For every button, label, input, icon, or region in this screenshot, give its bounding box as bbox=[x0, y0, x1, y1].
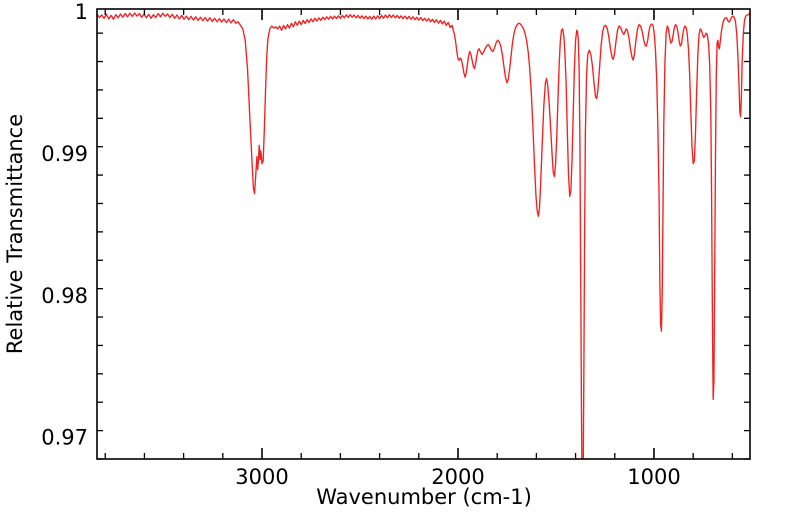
plot-background bbox=[97, 9, 750, 459]
y-axis-tick-labels: 1 0.99 0.98 0.97 bbox=[41, 0, 88, 450]
y-tick-label: 0.99 bbox=[41, 142, 88, 166]
spectrum-trace-group bbox=[97, 12, 750, 459]
y-tick-label: 0.98 bbox=[41, 284, 88, 308]
y-tick-label: 0.97 bbox=[41, 426, 88, 450]
x-tick-label: 3000 bbox=[235, 465, 288, 489]
x-axis-title: Wavenumber (cm-1) bbox=[316, 485, 532, 509]
x-tick-label: 2000 bbox=[431, 465, 484, 489]
y-axis-ticks bbox=[97, 32, 750, 460]
axis-frame bbox=[96, 8, 751, 460]
y-axis-title: Relative Transmittance bbox=[3, 114, 27, 354]
spectrum-line bbox=[97, 12, 750, 459]
x-axis-tick-labels: 3000 2000 1000 bbox=[235, 465, 680, 489]
x-tick-label: 1000 bbox=[627, 465, 680, 489]
x-axis-ticks bbox=[104, 9, 734, 459]
y-tick-label: 1 bbox=[75, 0, 88, 24]
